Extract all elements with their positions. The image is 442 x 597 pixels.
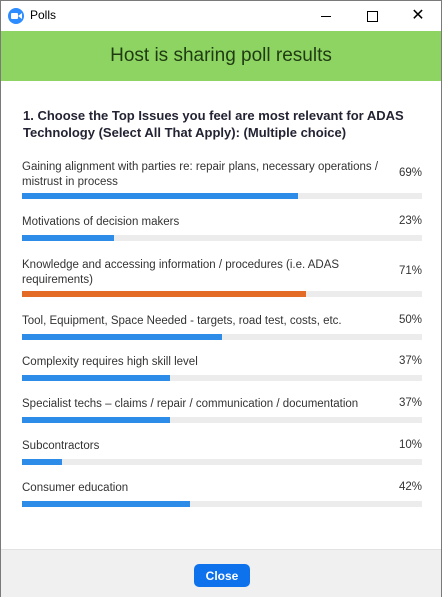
maximize-icon <box>366 10 378 22</box>
option-bar-track <box>22 501 422 507</box>
option-label: Subcontractors <box>22 440 100 452</box>
option-bar-track <box>22 375 422 381</box>
option-bar-track <box>22 417 422 423</box>
option-percent: 69% <box>398 167 422 179</box>
window-title: Polls <box>30 8 57 22</box>
option-bar-fill <box>22 417 170 423</box>
option-percent: 23% <box>398 215 422 227</box>
option-label: Complexity requires high skill level <box>22 356 198 368</box>
option-percent: 10% <box>398 439 422 451</box>
minimize-icon <box>321 15 331 17</box>
title-bar[interactable]: Polls ✕ <box>1 1 441 31</box>
option-bar-fill <box>22 235 114 241</box>
option-percent: 37% <box>398 397 422 409</box>
option-label: Specialist techs – claims / repair / com… <box>22 398 359 410</box>
option-bar-fill <box>22 459 62 465</box>
zoom-camera-icon <box>8 8 24 24</box>
banner-text: Host is sharing poll results <box>110 45 332 66</box>
window-close-button[interactable]: ✕ <box>395 1 441 31</box>
maximize-button[interactable] <box>349 1 395 31</box>
option-bar-fill <box>22 193 298 199</box>
option-bar-fill <box>22 375 170 381</box>
close-button[interactable]: Close <box>194 564 250 587</box>
option-percent: 50% <box>398 314 422 326</box>
option-bar-fill <box>22 501 190 507</box>
option-bar-track <box>22 193 422 199</box>
footer-bar: Close <box>1 549 441 597</box>
close-icon: ✕ <box>411 7 425 24</box>
option-bar-track <box>22 459 422 465</box>
option-percent: 37% <box>398 355 422 367</box>
option-percent: 42% <box>398 481 422 493</box>
option-label: Knowledge and accessing information / pr… <box>22 259 340 286</box>
option-label: Gaining alignment with parties re: repai… <box>22 161 379 188</box>
option-bar-fill <box>22 334 222 340</box>
sharing-banner: Host is sharing poll results <box>1 31 441 81</box>
option-percent: 71% <box>398 265 422 277</box>
minimize-button[interactable] <box>303 1 349 31</box>
option-label: Consumer education <box>22 482 129 494</box>
option-bar-track <box>22 334 422 340</box>
poll-question: 1. Choose the Top Issues you feel are mo… <box>23 108 404 140</box>
option-bar-track <box>22 235 422 241</box>
option-label: Motivations of decision makers <box>22 216 180 228</box>
option-bar-track <box>22 291 422 297</box>
option-label: Tool, Equipment, Space Needed - targets,… <box>22 315 342 327</box>
option-bar-fill <box>22 291 306 297</box>
